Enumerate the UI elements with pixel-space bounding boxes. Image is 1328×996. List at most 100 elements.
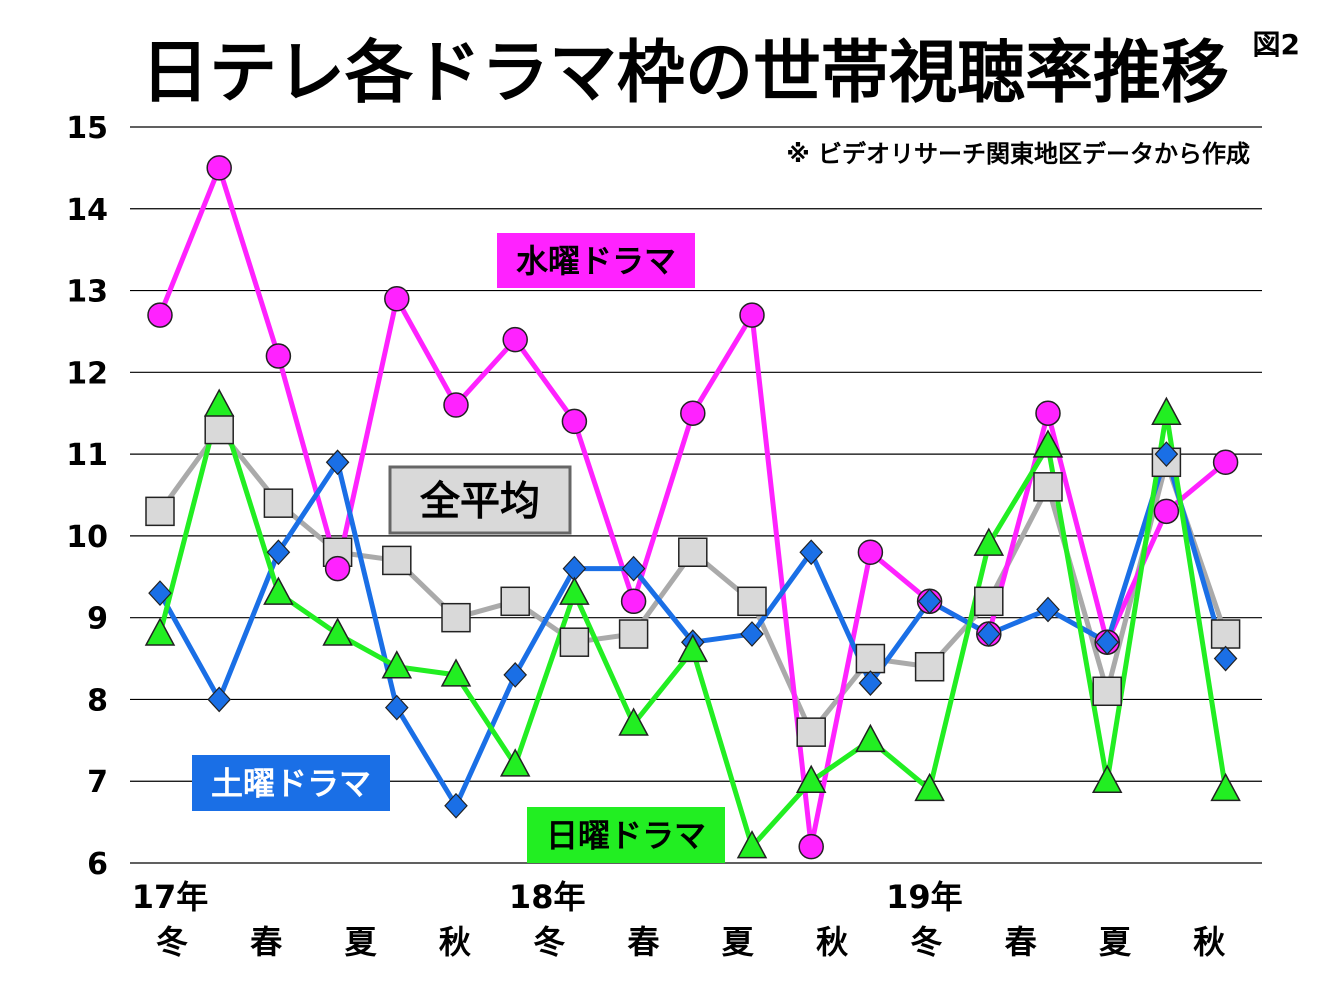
x-season-label: 夏 <box>1099 923 1132 961</box>
data-point <box>1091 764 1123 793</box>
x-season-label: 冬 <box>156 923 188 961</box>
x-season-label: 春 <box>250 923 282 961</box>
data-point <box>384 285 410 312</box>
data-point <box>1033 472 1063 502</box>
data-point <box>1210 772 1241 802</box>
data-point <box>559 576 590 605</box>
series-label-box <box>527 807 725 863</box>
data-point <box>325 449 350 476</box>
data-point <box>618 619 649 649</box>
series-label: 水曜ドラマ <box>497 233 695 288</box>
data-point <box>561 408 588 435</box>
data-point <box>799 539 824 566</box>
data-point <box>324 555 351 582</box>
data-point <box>917 588 942 615</box>
data-point <box>1153 498 1180 525</box>
series-marker-group <box>145 414 1241 747</box>
y-tick-label: 7 <box>87 765 108 800</box>
data-point <box>1036 596 1060 623</box>
series-label: 土曜ドラマ <box>192 755 390 811</box>
data-point <box>737 586 767 617</box>
data-point <box>203 388 235 417</box>
data-point <box>736 830 768 859</box>
x-season-label: 秋 <box>1193 923 1225 961</box>
data-point <box>265 343 292 369</box>
data-point <box>973 527 1005 556</box>
data-point <box>855 723 886 753</box>
y-tick-label: 15 <box>66 111 108 146</box>
series-label-box <box>192 755 390 811</box>
data-point <box>1095 629 1120 656</box>
data-point <box>500 586 530 617</box>
figure-label: 図2 <box>1253 28 1300 61</box>
data-point <box>263 488 294 518</box>
series-label-text: 日曜ドラマ <box>546 817 706 855</box>
data-point <box>974 586 1004 617</box>
y-tick-label: 13 <box>66 275 108 310</box>
data-point <box>620 588 647 615</box>
series-label: 全平均 <box>388 465 572 535</box>
x-season-label: 夏 <box>722 923 755 961</box>
series-label-text: 土曜ドラマ <box>211 765 371 803</box>
data-point <box>322 617 353 646</box>
series-label: 日曜ドラマ <box>527 807 725 863</box>
data-point <box>499 748 531 777</box>
data-point <box>263 576 294 605</box>
source-note: ※ ビデオリサーチ関東地区データから作成 <box>786 140 1250 168</box>
x-axis: 冬 春 夏 秋 冬 春 夏 秋 冬 春 夏 秋 17年 18年 19年 <box>132 878 1226 961</box>
x-season-label: 冬 <box>910 923 942 961</box>
data-point <box>677 633 709 663</box>
y-tick-label: 11 <box>66 438 108 473</box>
data-point <box>1035 400 1061 426</box>
data-point <box>441 602 471 633</box>
x-year-label: 17年 <box>132 878 209 916</box>
series-label-text: 全平均 <box>419 478 540 524</box>
data-point <box>858 670 883 696</box>
data-point <box>145 496 175 527</box>
data-point <box>204 414 234 445</box>
x-year-label: 18年 <box>509 878 586 916</box>
data-point <box>444 792 468 819</box>
series-layer <box>144 155 1241 860</box>
data-point <box>1210 619 1241 649</box>
y-tick-label: 6 <box>87 847 108 882</box>
x-season-label: 秋 <box>816 923 848 961</box>
data-point <box>1092 676 1122 707</box>
x-year-label: 19年 <box>886 878 963 916</box>
data-point <box>1032 429 1064 458</box>
data-point <box>739 302 765 328</box>
y-tick-label: 14 <box>66 193 108 228</box>
x-season-label: 冬 <box>533 923 565 961</box>
y-tick-label: 10 <box>66 520 108 555</box>
data-point <box>678 537 708 567</box>
data-point <box>1213 645 1238 672</box>
data-point <box>740 621 764 647</box>
data-point <box>795 764 827 793</box>
data-point <box>798 833 824 860</box>
data-point <box>1151 396 1182 425</box>
x-season-label: 秋 <box>439 923 471 961</box>
data-point <box>1212 449 1239 476</box>
chart-title: 日テレ各ドラマ枠の世帯視聴率推移 <box>141 34 1229 113</box>
data-point <box>618 707 649 736</box>
data-point <box>381 650 413 679</box>
series-label-text: 水曜ドラマ <box>516 242 676 280</box>
data-point <box>382 545 412 576</box>
data-point <box>207 686 232 713</box>
grid-lines <box>130 126 1262 864</box>
data-point <box>384 694 409 721</box>
data-point <box>266 539 291 566</box>
series-marker-group <box>144 388 1241 859</box>
series-label-box <box>497 233 695 288</box>
y-tick-label: 12 <box>66 356 108 391</box>
data-point <box>914 772 945 802</box>
data-point <box>1154 441 1179 467</box>
data-point <box>914 651 945 682</box>
data-point <box>680 400 706 426</box>
data-point <box>503 662 528 688</box>
data-point <box>796 717 826 747</box>
data-point <box>206 155 232 181</box>
data-point <box>857 539 884 565</box>
